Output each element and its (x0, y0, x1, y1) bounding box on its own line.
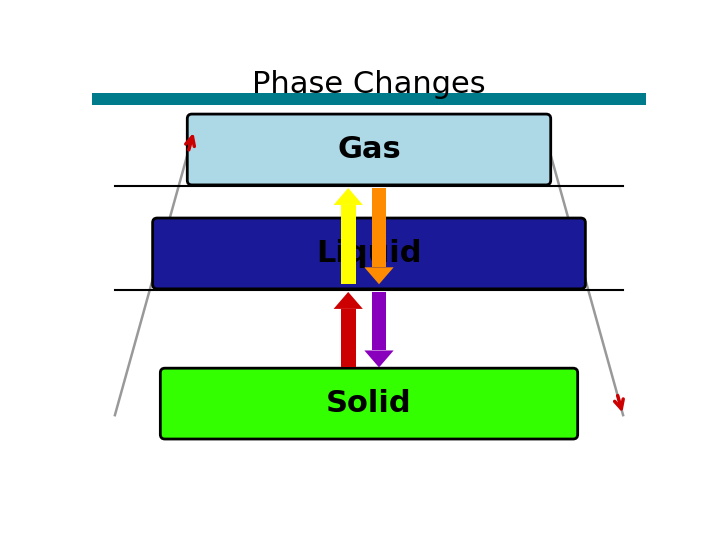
FancyBboxPatch shape (187, 114, 551, 185)
Polygon shape (372, 292, 387, 350)
Text: Solid: Solid (326, 389, 412, 418)
Text: Phase Changes: Phase Changes (252, 70, 486, 98)
Polygon shape (364, 267, 394, 284)
Polygon shape (364, 350, 394, 367)
Polygon shape (372, 188, 387, 267)
Polygon shape (341, 309, 356, 367)
Polygon shape (333, 188, 363, 205)
FancyBboxPatch shape (161, 368, 577, 439)
Polygon shape (341, 205, 356, 284)
Text: Liquid: Liquid (316, 239, 422, 268)
Text: Gas: Gas (337, 135, 401, 164)
FancyBboxPatch shape (153, 218, 585, 289)
Bar (92, 92, 647, 105)
Polygon shape (333, 292, 363, 309)
